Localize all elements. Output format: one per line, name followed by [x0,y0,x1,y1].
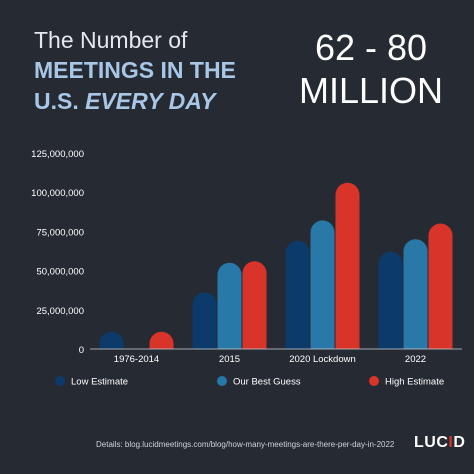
legend: Low Estimate Our Best Guess High Estimate [55,376,444,388]
bar-low-estimate [192,292,217,349]
bar-our-best-guess [403,239,428,349]
title-line-3-plain: U.S. [34,88,86,114]
title-line-1: The Number of [34,27,188,53]
y-tick-label: 0 [79,345,84,356]
legend-label: Low Estimate [71,377,128,388]
x-tick-label: 2022 [405,354,426,365]
legend-swatch [369,376,379,386]
title-line-3-emphasis: EVERY DAY [85,88,216,114]
bar-low-estimate [99,331,124,349]
bar-our-best-guess [310,220,335,349]
x-tick-label: 1976-2014 [114,354,159,365]
headline-range-block: 62 - 80 MILLION [296,28,446,114]
y-tick-label: 75,000,000 [36,227,84,238]
bar-our-best-guess [217,262,242,349]
title-line-2: MEETINGS IN THE [34,57,236,83]
x-axis: 1976-2014 2015 2020 Lockdown 2022 [114,354,426,365]
bar-high-estimate [242,261,267,349]
legend-label: Our Best Guess [233,377,301,388]
brand-prefix: LUC [414,434,449,451]
headline-unit: MILLION [298,70,444,111]
bar-low-estimate [285,240,310,349]
bars-group [99,182,453,349]
y-tick-label: 50,000,000 [36,267,84,278]
y-tick-label: 100,000,000 [31,188,84,199]
y-axis: 0 25,000,000 50,000,000 75,000,000 100,000,0… [31,149,84,356]
title-line-3: U.S. EVERY DAY [34,86,236,116]
bar-high-estimate [428,223,453,349]
brand-logo: LUCID [414,434,465,452]
y-tick-label: 125,000,000 [31,149,84,160]
x-tick-label: 2015 [219,354,240,365]
bar-low-estimate [378,251,403,349]
brand-accent-letter: I [448,434,454,451]
source-footer: Details: blog.lucidmeetings.com/blog/how… [96,440,395,449]
headline-range: 62 - 80 [314,27,428,68]
brand-suffix: D [453,434,466,451]
bar-high-estimate [149,331,174,349]
title-block: The Number of MEETINGS IN THE U.S. EVERY… [34,26,236,116]
bar-high-estimate [335,182,360,349]
legend-swatch [55,376,65,386]
y-tick-label: 25,000,000 [36,306,84,317]
legend-swatch [217,376,227,386]
legend-label: High Estimate [385,377,444,388]
x-tick-label: 2020 Lockdown [289,354,356,365]
